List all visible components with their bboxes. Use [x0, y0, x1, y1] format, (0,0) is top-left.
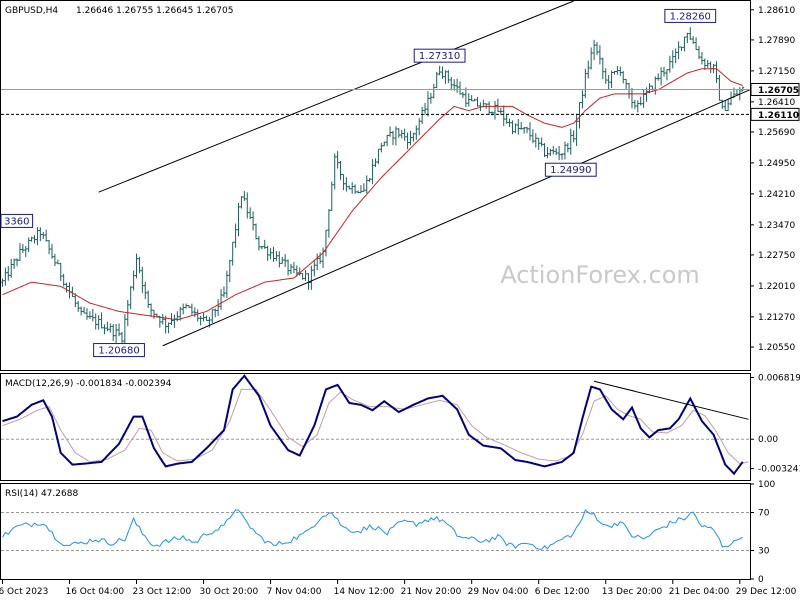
x-tick-label: 23 Oct 12:00	[133, 587, 192, 597]
price-annotation: 3360	[0, 213, 34, 228]
price-tag-box	[750, 82, 800, 96]
y-tick-label: 1.23470	[758, 221, 795, 231]
price-tag-label: 1.26705	[758, 86, 799, 96]
price-header-ohlc: 1.26646 1.26755 1.26645 1.26705	[76, 6, 233, 16]
annotation-label: 1.27310	[419, 51, 460, 62]
annotation-box	[93, 343, 145, 358]
price-tag-box	[750, 107, 800, 121]
price-annotation: 1.27310	[413, 48, 466, 63]
price-annotation: 1.28260	[664, 8, 717, 23]
macd-plot	[1, 374, 750, 476]
annotation-label: 1.28260	[670, 11, 711, 22]
annotation-box	[0, 213, 34, 228]
y-tick-label: 0	[758, 575, 764, 585]
macd-line	[2, 374, 744, 476]
x-tick-label: 6 Oct 2023	[0, 587, 48, 597]
annotation-label: 3360	[4, 216, 29, 227]
annotation-box	[413, 48, 466, 63]
price-pane-frame	[0, 0, 751, 371]
y-tick-label: 0.00	[758, 435, 778, 445]
y-tick-label: 1.22010	[758, 282, 795, 292]
x-tick-label: 14 Nov 12:00	[334, 587, 395, 597]
channel-upper-line	[98, 0, 574, 193]
macd-trendline	[593, 380, 749, 420]
y-tick-label: 30	[758, 547, 770, 557]
x-tick-label: 16 Oct 04:00	[65, 587, 124, 597]
annotation-box	[664, 8, 717, 23]
y-tick-label: 1.21270	[758, 313, 795, 323]
price-bars	[0, 27, 745, 347]
rsi-pane-frame	[0, 483, 751, 580]
price-header-symbol: GBPUSD,H4	[5, 6, 58, 16]
x-tick-label: 7 Nov 04:00	[267, 587, 322, 597]
price-tag-label: 1.26110	[758, 111, 799, 121]
price-annotation: 1.24990	[544, 162, 597, 177]
pane-frames	[0, 0, 751, 580]
x-tick-label: 6 Dec 12:00	[535, 587, 590, 597]
y-tick-label: 1.22750	[758, 251, 795, 261]
rsi-line	[2, 509, 743, 550]
annotation-label: 1.20680	[98, 346, 139, 357]
y-tick-label: 70	[758, 509, 770, 519]
macd-pane-frame	[0, 373, 751, 481]
annotation-box	[544, 162, 597, 177]
rsi-plot	[1, 509, 750, 551]
y-tick-label: 100	[758, 480, 775, 490]
x-tick-label: 30 Oct 20:00	[200, 587, 259, 597]
x-tick-label: 29 Dec 12:00	[736, 587, 797, 597]
y-tick-label: 1.24210	[758, 190, 795, 200]
y-tick-label: 1.24950	[758, 159, 795, 169]
y-tick-label: 1.27890	[758, 36, 795, 46]
x-tick-label: 29 Nov 04:00	[468, 587, 529, 597]
price-plot: 3360 1.20680 1.27310 1.24990 1.28260	[0, 0, 751, 358]
y-tick-label: 1.28610	[758, 6, 795, 16]
x-tick-label: 21 Nov 20:00	[401, 587, 462, 597]
rsi-header: RSI(14) 47.2688	[5, 489, 78, 499]
annotation-label: 1.24990	[550, 165, 591, 176]
macd-header: MACD(12,26,9) -0.001834 -0.002394	[5, 379, 172, 389]
x-axis: 6 Oct 2023 16 Oct 04:00 23 Oct 12:00 30 Oct…	[0, 579, 797, 597]
y-tick-label: 0.006819	[758, 373, 800, 383]
price-annotation: 1.20680	[93, 343, 145, 358]
y-tick-label: -0.003241	[758, 465, 800, 475]
channel-lower-line	[162, 89, 751, 347]
y-axes: 1.28610 1.27890 1.27150 1.26410 1.25690 1.249…	[750, 6, 800, 585]
y-tick-label: 1.27150	[758, 67, 795, 77]
y-tick-label: 1.20550	[758, 343, 795, 353]
y-tick-label: 1.25690	[758, 128, 795, 138]
moving-average-line	[2, 68, 743, 321]
y-tick-label: 1.26410	[758, 98, 795, 108]
x-tick-label: 13 Dec 20:00	[602, 587, 663, 597]
price-tag: 1.26110	[750, 107, 800, 121]
watermark: ActionForex.com	[500, 261, 700, 289]
price-tag: 1.26705	[750, 82, 800, 96]
x-tick-label: 21 Dec 04:00	[669, 587, 730, 597]
macd-signal-line	[2, 388, 749, 465]
